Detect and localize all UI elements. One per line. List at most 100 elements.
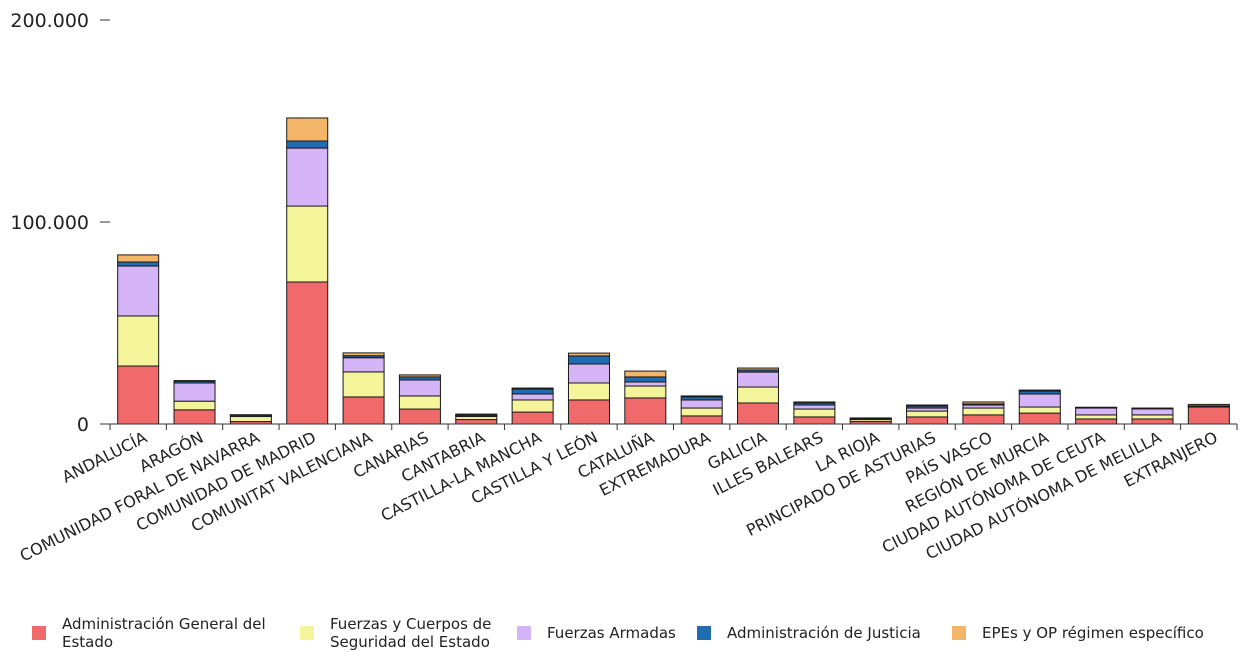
bar-extremadura-epes-y-op-regimen-especifico <box>680 395 723 398</box>
bar-galicia-fuerzas-y-cuerpos-de-seguridad-del-estado <box>737 386 780 404</box>
bar-andalucia-administracion-de-justicia <box>117 261 160 267</box>
legend-item-administracion-de-justicia[interactable]: Administración de Justicia <box>697 614 921 652</box>
bar-comunidad-foral-de-navarra-fuerzas-y-cuerpos-de-seguridad-del-estado <box>229 416 272 423</box>
bar-illes-balears-epes-y-op-regimen-especifico <box>793 401 836 404</box>
bar-comunidad-de-madrid-fuerzas-armadas <box>286 147 329 207</box>
bar-comunitat-valenciana-administracion-general-del-estado <box>342 396 385 425</box>
bar-principado-de-asturias-fuerzas-y-cuerpos-de-seguridad-del-estado <box>906 410 949 418</box>
bar-stack-illes-balears <box>793 401 836 425</box>
bar-region-de-murcia-fuerzas-y-cuerpos-de-seguridad-del-estado <box>1018 406 1061 414</box>
bars <box>117 117 1230 425</box>
legend-item-fuerzas-y-cuerpos-de-seguridad-del-estado[interactable]: Fuerzas y Cuerpos de Seguridad del Estad… <box>300 614 505 652</box>
bar-cataluna-epes-y-op-regimen-especifico <box>624 370 667 378</box>
legend-label: Fuerzas y Cuerpos de Seguridad del Estad… <box>330 615 492 651</box>
bar-galicia-epes-y-op-regimen-especifico <box>737 367 780 371</box>
bar-ciudad-autonoma-de-ceuta-administracion-general-del-estado <box>1075 418 1118 425</box>
bar-ciudad-autonoma-de-melilla-administracion-general-del-estado <box>1131 418 1174 425</box>
bar-stack-la-rioja <box>849 417 892 425</box>
bar-region-de-murcia-epes-y-op-regimen-especifico <box>1018 389 1061 392</box>
bar-stack-comunidad-de-madrid <box>286 117 329 425</box>
bar-ciudad-autonoma-de-ceuta-fuerzas-armadas <box>1075 407 1118 416</box>
y-tick-label: 0 <box>77 414 89 436</box>
bar-castilla-la-mancha-administracion-general-del-estado <box>511 411 554 425</box>
bar-comunitat-valenciana-fuerzas-armadas <box>342 357 385 373</box>
legend-label: Fuerzas Armadas <box>547 624 676 642</box>
bar-stack-comunidad-foral-de-navarra <box>229 414 272 425</box>
bar-castilla-la-mancha-epes-y-op-regimen-especifico <box>511 387 554 390</box>
bar-andalucia-administracion-general-del-estado <box>117 365 160 425</box>
legend-label: Administración de Justicia <box>727 624 921 642</box>
bar-andalucia-epes-y-op-regimen-especifico <box>117 254 160 263</box>
bar-aragon-fuerzas-armadas <box>173 382 216 402</box>
legend-item-epes-y-op-regimen-especifico[interactable]: EPEs y OP régimen específico <box>952 614 1204 652</box>
bar-castilla-la-mancha-fuerzas-y-cuerpos-de-seguridad-del-estado <box>511 399 554 413</box>
bar-comunidad-de-madrid-epes-y-op-regimen-especifico <box>286 117 329 142</box>
bar-andalucia-fuerzas-armadas <box>117 265 160 317</box>
bar-ciudad-autonoma-de-melilla-fuerzas-armadas <box>1131 408 1174 416</box>
bar-stack-comunitat-valenciana <box>342 352 385 425</box>
legend-swatch <box>952 626 966 640</box>
bar-cataluna-fuerzas-y-cuerpos-de-seguridad-del-estado <box>624 385 667 399</box>
bar-stack-region-de-murcia <box>1018 389 1061 425</box>
bar-stack-principado-de-asturias <box>906 404 949 425</box>
legend-item-fuerzas-armadas[interactable]: Fuerzas Armadas <box>517 614 676 652</box>
bar-extremadura-administracion-general-del-estado <box>680 415 723 425</box>
bar-comunidad-de-madrid-fuerzas-y-cuerpos-de-seguridad-del-estado <box>286 205 329 283</box>
bar-ciudad-autonoma-de-melilla-fuerzas-y-cuerpos-de-seguridad-del-estado <box>1131 414 1174 420</box>
bar-cantabria-administracion-general-del-estado <box>455 419 498 425</box>
bar-stack-extranjero <box>1187 403 1230 425</box>
bar-extremadura-fuerzas-y-cuerpos-de-seguridad-del-estado <box>680 407 723 417</box>
x-tick-label: ANDALUCÍA <box>59 428 150 487</box>
bar-stack-cataluna <box>624 370 667 425</box>
bar-castilla-y-leon-epes-y-op-regimen-especifico <box>567 352 610 357</box>
bar-comunitat-valenciana-fuerzas-y-cuerpos-de-seguridad-del-estado <box>342 371 385 398</box>
legend-item-administracion-general-del-estado[interactable]: Administración General del Estado <box>32 614 277 652</box>
bar-ciudad-autonoma-de-ceuta-fuerzas-y-cuerpos-de-seguridad-del-estado <box>1075 414 1118 420</box>
bar-aragon-administracion-general-del-estado <box>173 409 216 425</box>
bar-extranjero-administracion-general-del-estado <box>1187 406 1230 425</box>
bar-canarias-administracion-general-del-estado <box>398 408 441 425</box>
bar-comunitat-valenciana-epes-y-op-regimen-especifico <box>342 352 385 357</box>
bar-illes-balears-fuerzas-y-cuerpos-de-seguridad-del-estado <box>793 408 836 418</box>
legend-swatch <box>32 626 46 640</box>
bar-cataluna-administracion-general-del-estado <box>624 397 667 425</box>
bar-comunidad-de-madrid-administracion-general-del-estado <box>286 281 329 425</box>
bar-stack-pais-vasco <box>962 401 1005 425</box>
legend-swatch <box>697 626 711 640</box>
bar-castilla-y-leon-fuerzas-y-cuerpos-de-seguridad-del-estado <box>567 382 610 401</box>
bar-stack-aragon <box>173 380 216 425</box>
bar-cataluna-administracion-de-justicia <box>624 376 667 383</box>
bar-castilla-la-mancha-administracion-de-justicia <box>511 388 554 395</box>
legend-label: Administración General del Estado <box>62 615 266 651</box>
bar-castilla-y-leon-fuerzas-armadas <box>567 363 610 384</box>
bar-extremadura-fuerzas-armadas <box>680 399 723 409</box>
y-tick-label: 100.000 <box>10 212 89 234</box>
bar-aragon-fuerzas-y-cuerpos-de-seguridad-del-estado <box>173 400 216 411</box>
bar-canarias-fuerzas-armadas <box>398 379 441 397</box>
bar-castilla-la-mancha-fuerzas-armadas <box>511 393 554 401</box>
bar-comunidad-de-madrid-administracion-de-justicia <box>286 140 329 149</box>
stacked-bar-chart: 0 100.000 200.000 ANDALUCÍAARAGÓNCOMUNIDAD… <box>10 10 1238 565</box>
bar-region-de-murcia-fuerzas-armadas <box>1018 393 1061 408</box>
bar-stack-cantabria <box>455 413 498 425</box>
legend-swatch <box>300 626 314 640</box>
bar-extranjero-epes-y-op-regimen-especifico <box>1187 403 1230 407</box>
bar-stack-canarias <box>398 374 441 425</box>
bar-canarias-fuerzas-y-cuerpos-de-seguridad-del-estado <box>398 395 441 410</box>
bar-illes-balears-administracion-general-del-estado <box>793 416 836 425</box>
bar-stack-ciudad-autonoma-de-melilla <box>1131 407 1174 425</box>
bar-stack-castilla-y-leon <box>567 352 610 425</box>
bar-galicia-fuerzas-armadas <box>737 371 780 388</box>
bar-pais-vasco-epes-y-op-regimen-especifico <box>962 401 1005 405</box>
bar-stack-castilla-la-mancha <box>511 387 554 425</box>
bar-principado-de-asturias-epes-y-op-regimen-especifico <box>906 404 949 407</box>
bar-pais-vasco-fuerzas-y-cuerpos-de-seguridad-del-estado <box>962 407 1005 416</box>
bar-cantabria-epes-y-op-regimen-especifico <box>455 413 498 416</box>
legend-label: EPEs y OP régimen específico <box>982 624 1204 642</box>
bar-cataluna-fuerzas-armadas <box>624 381 667 387</box>
bar-stack-extremadura <box>680 395 723 425</box>
bar-aragon-epes-y-op-regimen-especifico <box>173 380 216 382</box>
bar-andalucia-fuerzas-y-cuerpos-de-seguridad-del-estado <box>117 315 160 367</box>
bar-stack-andalucia <box>117 254 160 425</box>
